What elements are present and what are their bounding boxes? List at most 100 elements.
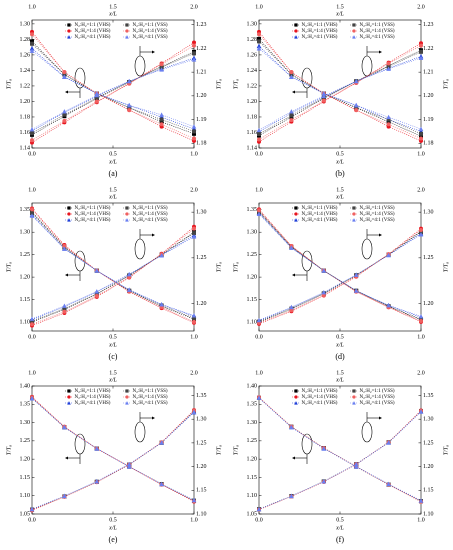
series-line [258, 45, 422, 132]
y2-tick-label: 1.18 [196, 141, 207, 147]
series-line [258, 397, 422, 502]
y-tick-label: 1.15 [247, 475, 258, 481]
series-line [31, 34, 195, 139]
series-line [31, 43, 195, 132]
y2-tick-label: 1.25 [423, 255, 434, 261]
marker [386, 481, 391, 487]
y2-tick-label: 1.15 [423, 488, 434, 494]
legend-label: N₂:H₂=1:1 (VHS) [302, 23, 338, 28]
legend-label: N₂:H₂=1:1 (VHS) [75, 23, 111, 28]
series-line [258, 411, 422, 510]
marker [94, 99, 99, 104]
marker [159, 67, 164, 72]
legend-label: N₂:H₂=4:1 (VHS) [302, 401, 338, 406]
legend-label: N₂:H₂=4:1 (VHS) [75, 35, 111, 40]
panel: 1.05 1.10 1.15 1.20 1.25 1.30 1.35 1.40 1.10 1.15… [6, 370, 222, 543]
y-tick-label: 1.16 [20, 130, 31, 136]
y2-tick-label: 1.22 [196, 46, 207, 52]
marker [191, 313, 197, 318]
legend-label: N₂:H₂=1:4 (VSS) [360, 29, 395, 34]
legend-label: N₂:H₂=1:4 (VHS) [302, 29, 338, 34]
y-tick-label: 1.25 [20, 438, 31, 444]
panel: 1.05 1.10 1.15 1.20 1.25 1.30 1.35 1.40 1.10 1.15… [233, 370, 449, 543]
marker [30, 32, 34, 37]
marker [256, 506, 262, 512]
marker [94, 293, 99, 298]
x2-tick-label: 1.0 [255, 4, 263, 10]
legend-marker [294, 395, 298, 399]
x2-tick-label: 2.0 [417, 4, 425, 10]
series-line [31, 228, 195, 325]
legend-marker [294, 389, 298, 393]
legend-label: N₂:H₂=1:4 (VHS) [75, 29, 111, 34]
x-tick-label: 0.0 [255, 334, 263, 340]
series-line [31, 53, 195, 134]
annotation-arrowhead [65, 456, 68, 460]
marker [191, 124, 197, 129]
legend-marker [67, 206, 71, 210]
legend-label: N₂:H₂=4:1 (VSS) [133, 218, 168, 223]
marker [257, 132, 261, 137]
legend-label: N₂:H₂=1:4 (VSS) [133, 395, 168, 400]
series-line [31, 232, 195, 322]
series-line [31, 397, 195, 501]
legend-label: N₂:H₂=1:4 (VHS) [302, 212, 338, 217]
x-tick-label: 0.0 [28, 334, 36, 340]
legend-label: N₂:H₂=1:1 (VHS) [75, 206, 111, 211]
annotation-ellipse [361, 55, 373, 77]
marker [62, 246, 67, 251]
series-line [31, 59, 195, 130]
legend-marker [125, 35, 129, 39]
series-line [31, 42, 195, 143]
marker [289, 113, 294, 118]
marker [386, 66, 391, 71]
legend-marker [125, 212, 129, 216]
x-tick-label: 0.5 [109, 151, 117, 157]
marker [256, 317, 262, 323]
marker [418, 232, 424, 237]
marker [159, 122, 164, 127]
annotation-arrowhead [65, 90, 68, 94]
marker [30, 39, 34, 44]
series-line [31, 48, 195, 130]
y-tick-label: 1.20 [247, 99, 258, 105]
y2-tick-label: 1.18 [423, 141, 434, 147]
marker [257, 36, 261, 41]
x-axis-label: x/L [335, 342, 344, 348]
legend-label: N₂:H₂=4:1 (VHS) [302, 35, 338, 40]
y-tick-label: 1.25 [247, 252, 258, 258]
series-line [258, 397, 422, 501]
y2-tick-label: 1.20 [423, 93, 434, 99]
annotation-arrowhead [292, 456, 295, 460]
marker [29, 48, 35, 53]
marker [62, 109, 67, 114]
y2-tick-label: 1.20 [423, 464, 434, 470]
marker [289, 245, 294, 250]
marker [127, 108, 132, 113]
series-line [258, 48, 422, 130]
series-line [258, 213, 422, 317]
x2-tick-label: 2.0 [190, 4, 198, 10]
x2-tick-label: 2.0 [190, 187, 198, 193]
y2-tick-label: 1.35 [196, 393, 207, 399]
series-line [258, 38, 422, 137]
legend-label: N₂:H₂=1:1 (VHS) [302, 389, 338, 394]
series-line [258, 231, 422, 322]
legend-label: N₂:H₂=4:1 (VSS) [133, 401, 168, 406]
marker [354, 108, 359, 113]
marker [321, 446, 327, 451]
series-line [258, 234, 422, 321]
marker [191, 57, 197, 62]
marker [126, 461, 132, 467]
marker [257, 208, 261, 213]
series-line [31, 208, 195, 324]
x2-axis-label: x/L [108, 11, 117, 17]
marker [192, 129, 196, 134]
y-tick-label: 1.20 [247, 274, 258, 280]
x2-tick-label: 1.5 [109, 4, 117, 10]
y2-axis-label: T/T₀ [443, 262, 449, 272]
marker [256, 43, 262, 49]
annotation-arrowhead [152, 50, 155, 54]
marker [257, 137, 261, 142]
